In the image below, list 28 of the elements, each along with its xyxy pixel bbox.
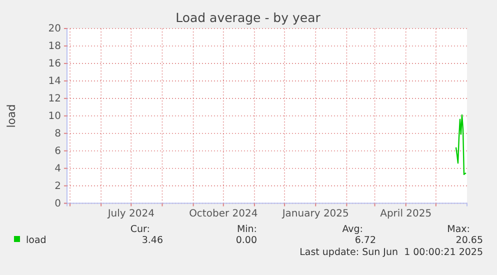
x-tick-label: October 2024: [189, 208, 258, 220]
line-series: [455, 114, 467, 176]
text: 3.46: [142, 235, 163, 246]
text: Min:: [236, 224, 257, 235]
text: 0.00: [236, 235, 257, 246]
x-tick-label: April 2025: [380, 208, 432, 220]
y-tick-label: 10: [48, 111, 61, 122]
y-tick-label: 6: [54, 146, 61, 158]
text: Last update: Sun Jun 1 00:00:21 2025: [300, 247, 483, 258]
legend-label: load: [26, 235, 46, 246]
text: Avg:: [342, 224, 363, 235]
y-tick-label: 16: [48, 58, 61, 70]
x-tick-label: January 2025: [281, 208, 349, 220]
text: Cur:: [130, 224, 150, 235]
y-tick-label: 18: [48, 41, 61, 52]
y-tick-label: 12: [48, 94, 61, 105]
x-tick-label: July 2024: [106, 208, 154, 220]
y-axis-title: load: [5, 104, 18, 128]
chart-title: Load average - by year: [176, 10, 322, 25]
text: 6.72: [354, 235, 376, 246]
y-tick-label: 14: [48, 76, 61, 88]
text: Max:: [447, 224, 470, 235]
y-tick-label: 4: [54, 164, 61, 175]
text: 20.65: [456, 235, 483, 246]
y-tick-label: 20: [48, 24, 61, 35]
y-tick-label: 2: [54, 181, 61, 192]
y-tick-label: 0: [54, 198, 61, 210]
y-tick-label: 8: [54, 128, 61, 140]
